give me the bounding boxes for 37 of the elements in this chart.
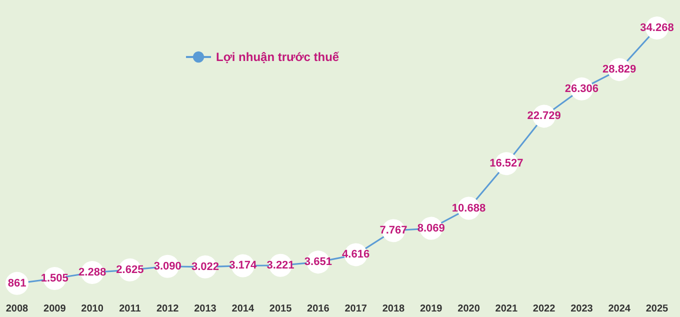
data-label: 10.688 xyxy=(452,202,486,214)
x-tick-label: 2010 xyxy=(81,304,104,314)
data-label: 16.527 xyxy=(490,158,524,170)
data-label: 3.090 xyxy=(154,260,182,272)
data-label: 3.174 xyxy=(229,260,258,272)
x-tick-label: 2008 xyxy=(6,304,29,314)
x-tick-label: 2011 xyxy=(119,304,142,314)
x-tick-label: 2012 xyxy=(156,304,180,314)
x-tick-label: 2009 xyxy=(44,304,66,314)
x-tick-label: 2015 xyxy=(269,304,292,314)
data-label: 2.288 xyxy=(78,266,106,279)
x-tick-label: 2017 xyxy=(344,304,368,314)
x-tick-label: 2020 xyxy=(458,304,480,314)
x-tick-label: 2013 xyxy=(194,304,217,314)
data-label: 2.625 xyxy=(116,264,144,276)
x-tick-label: 2023 xyxy=(570,304,594,314)
data-label: 3.651 xyxy=(304,256,332,268)
data-label: 8.069 xyxy=(417,222,445,234)
x-tick-label: 2021 xyxy=(495,304,518,314)
data-label: 3.022 xyxy=(191,260,219,273)
data-label: 22.729 xyxy=(527,110,561,122)
data-label: 34.268 xyxy=(640,22,674,34)
data-label: 7.767 xyxy=(380,224,408,237)
data-label: 861 xyxy=(8,277,26,290)
data-label: 3.221 xyxy=(266,259,294,272)
x-tick-label: 2014 xyxy=(232,304,254,314)
data-label: 26.306 xyxy=(564,82,599,95)
x-tick-label: 2022 xyxy=(532,304,556,314)
data-label: 1.505 xyxy=(40,272,68,284)
data-label: 28.829 xyxy=(602,64,636,76)
x-tick-label: 2025 xyxy=(646,304,669,314)
legend-label: Lợi nhuận trước thuế xyxy=(216,50,340,64)
x-tick-label: 2019 xyxy=(420,304,443,314)
x-tick-label: 2018 xyxy=(382,304,406,314)
data-label: 4.616 xyxy=(342,248,370,261)
x-tick-label: 2016 xyxy=(307,304,330,314)
x-tick-label: 2024 xyxy=(608,304,631,314)
